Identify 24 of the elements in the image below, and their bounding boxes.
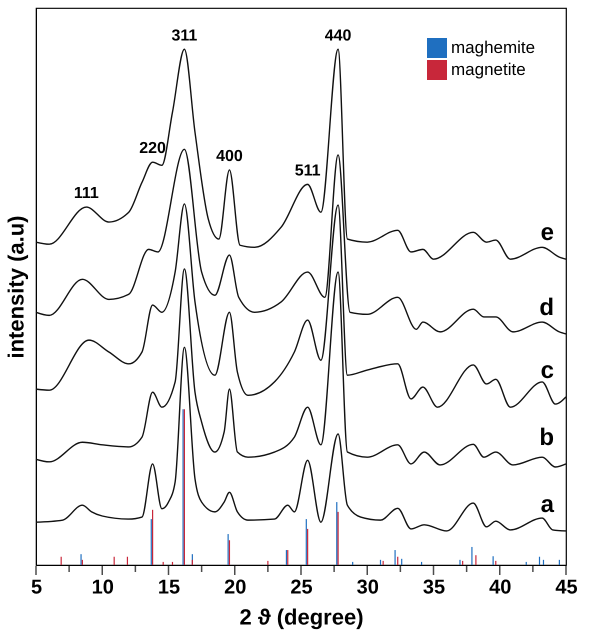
series-label: e xyxy=(540,219,554,246)
x-tick-label: 20 xyxy=(224,576,246,598)
annotation: 220 xyxy=(139,140,166,158)
legend-label: magnetite xyxy=(451,60,526,79)
series-label: a xyxy=(540,490,555,518)
x-tick-label: 30 xyxy=(356,576,379,598)
series-label: c xyxy=(540,356,554,384)
x-axis-title: 2 ϑ (degree) xyxy=(239,604,364,630)
x-tick-label: 5 xyxy=(30,576,42,598)
series-label: d xyxy=(539,294,554,321)
x-tick-label: 45 xyxy=(555,576,578,598)
y-axis-title: intensity (a.u) xyxy=(4,215,28,359)
annotation: 511 xyxy=(294,162,321,180)
x-tick-label: 40 xyxy=(489,576,512,598)
x-tick-label: 35 xyxy=(422,576,446,598)
x-tick-label: 25 xyxy=(290,576,313,598)
annotation: 400 xyxy=(216,148,243,165)
x-tick-label: 15 xyxy=(158,576,180,598)
annotation: 111 xyxy=(74,185,99,202)
x-tick-label: 10 xyxy=(92,576,114,598)
series-label: b xyxy=(539,424,554,451)
annotation: 440 xyxy=(324,27,352,44)
legend-label: maghemite xyxy=(451,38,536,57)
annotation: 311 xyxy=(171,27,198,44)
